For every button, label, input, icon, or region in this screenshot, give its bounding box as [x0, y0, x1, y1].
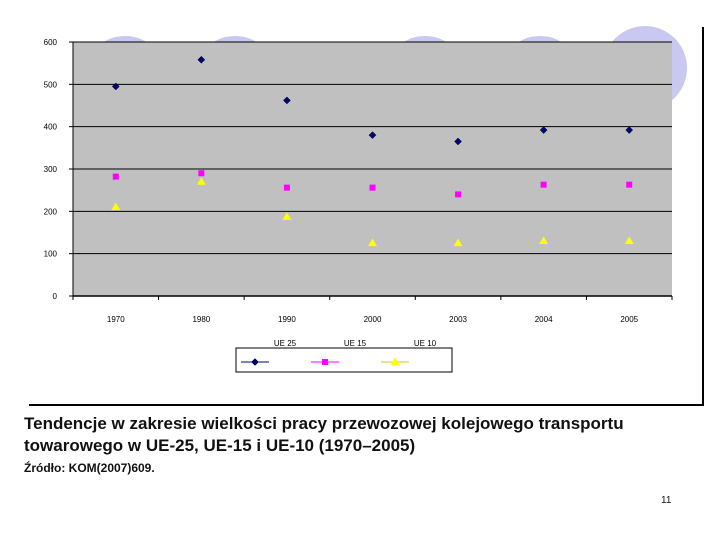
y-tick-label: 500 [44, 80, 58, 89]
data-point-ue25 [539, 126, 548, 134]
x-tick-label: 2004 [535, 315, 553, 324]
slide-caption: Tendencje w zakresie wielkości pracy prz… [24, 414, 624, 455]
legend-marker [322, 359, 328, 365]
x-tick-label: 1980 [192, 315, 210, 324]
x-tick-label: 1970 [107, 315, 125, 324]
data-point-ue15 [455, 191, 462, 198]
y-tick-label: 300 [44, 165, 58, 174]
data-point-ue25 [454, 137, 462, 146]
x-tick-label: 2005 [620, 315, 638, 324]
y-tick-label: 100 [44, 250, 58, 259]
data-point-ue10 [111, 202, 121, 211]
x-tick-label: 1990 [278, 315, 296, 324]
data-point-ue15 [283, 184, 290, 191]
y-tick-label: 400 [44, 123, 58, 132]
data-point-ue10 [282, 212, 292, 220]
source-note: Źródło: KOM(2007)609. [24, 461, 155, 475]
data-point-ue15 [112, 173, 119, 180]
data-point-ue10 [624, 236, 634, 244]
legend-label: UE 10 [414, 339, 437, 348]
data-point-ue25 [111, 82, 120, 91]
legend-label: UE 25 [274, 339, 297, 348]
y-tick-label: 0 [53, 292, 58, 301]
legend-marker [390, 357, 400, 365]
legend-marker [251, 358, 259, 366]
chart: 0 100 200 300 400 500 600 1970 1980 1990 2000 2003 2… [44, 26, 687, 373]
data-point-ue25 [283, 96, 291, 105]
data-point-ue15 [626, 181, 633, 188]
data-point-ue10 [453, 238, 463, 247]
data-point-ue15 [540, 181, 547, 188]
data-point-ue15 [369, 184, 376, 191]
x-tick-label: 2003 [449, 315, 467, 324]
y-tick-label: 200 [44, 207, 58, 216]
legend-label: UE 15 [344, 339, 367, 348]
data-point-ue10 [368, 238, 377, 247]
y-tick-label: 600 [44, 38, 58, 47]
legend: UE 25 UE 15 UE 10 [235, 339, 453, 373]
data-point-ue25 [625, 126, 634, 134]
page-number: 11 [661, 495, 672, 506]
x-tick-label: 2000 [364, 315, 382, 324]
data-point-ue25 [197, 55, 206, 64]
legend-box [235, 347, 453, 373]
data-point-ue10 [539, 236, 549, 244]
data-point-ue10 [196, 177, 206, 185]
data-point-ue15 [198, 170, 205, 177]
data-point-ue25 [368, 131, 377, 139]
